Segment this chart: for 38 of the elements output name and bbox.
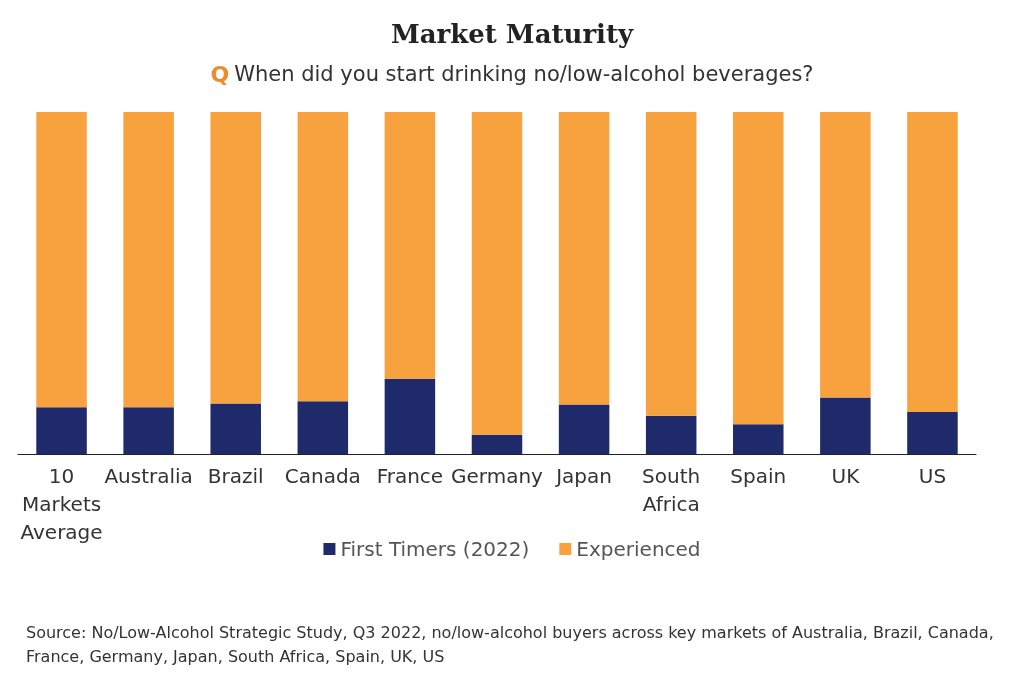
- x-tick-label: Canada: [284, 464, 361, 488]
- x-tick-label: France: [376, 464, 444, 488]
- bar: [36, 407, 87, 454]
- bar: [297, 401, 349, 454]
- bar: [471, 434, 523, 454]
- x-tick-label: Germany: [451, 464, 544, 488]
- bar: [733, 424, 784, 454]
- bar: [384, 378, 436, 454]
- bar: [645, 112, 697, 416]
- bar: [123, 112, 174, 408]
- x-tick-label: Japan: [554, 464, 612, 488]
- bar: [297, 112, 349, 402]
- x-tick-label: Brazil: [207, 464, 264, 488]
- legend-label: First Timers (2022): [340, 537, 530, 561]
- bar: [210, 112, 261, 404]
- bar: [820, 112, 871, 398]
- bar: [384, 112, 436, 379]
- bar: [558, 404, 610, 454]
- bar: [210, 403, 261, 454]
- x-tick-label: UK: [831, 464, 861, 488]
- bar: [907, 411, 958, 454]
- bar: [36, 112, 87, 408]
- chart-title: Market Maturity: [390, 19, 634, 49]
- x-tick-label: South Africa: [642, 464, 701, 516]
- bar: [733, 112, 784, 425]
- bar: [123, 407, 174, 454]
- x-tick-label: 10 Markets Average: [20, 464, 103, 544]
- bar: [907, 112, 958, 412]
- bar: [820, 397, 871, 454]
- bar: [558, 112, 610, 405]
- bar: [471, 112, 523, 435]
- source-note: Source: No/Low-Alcohol Strategic Study, Q3 2022, no/low-alcohol buyers across key markets of Australia, Brazil, Canada, France, Germany, Japan, South Africa, Spain, UK, US: [26, 622, 999, 666]
- x-tick-label: Spain: [730, 464, 787, 488]
- bar: [645, 415, 697, 454]
- legend-label: Experienced: [576, 537, 701, 561]
- chart-subtitle: Q When did you start drinking no/low-alcohol beverages?: [210, 61, 814, 87]
- x-tick-label: Australia: [104, 464, 193, 488]
- x-tick-label: US: [918, 464, 947, 488]
